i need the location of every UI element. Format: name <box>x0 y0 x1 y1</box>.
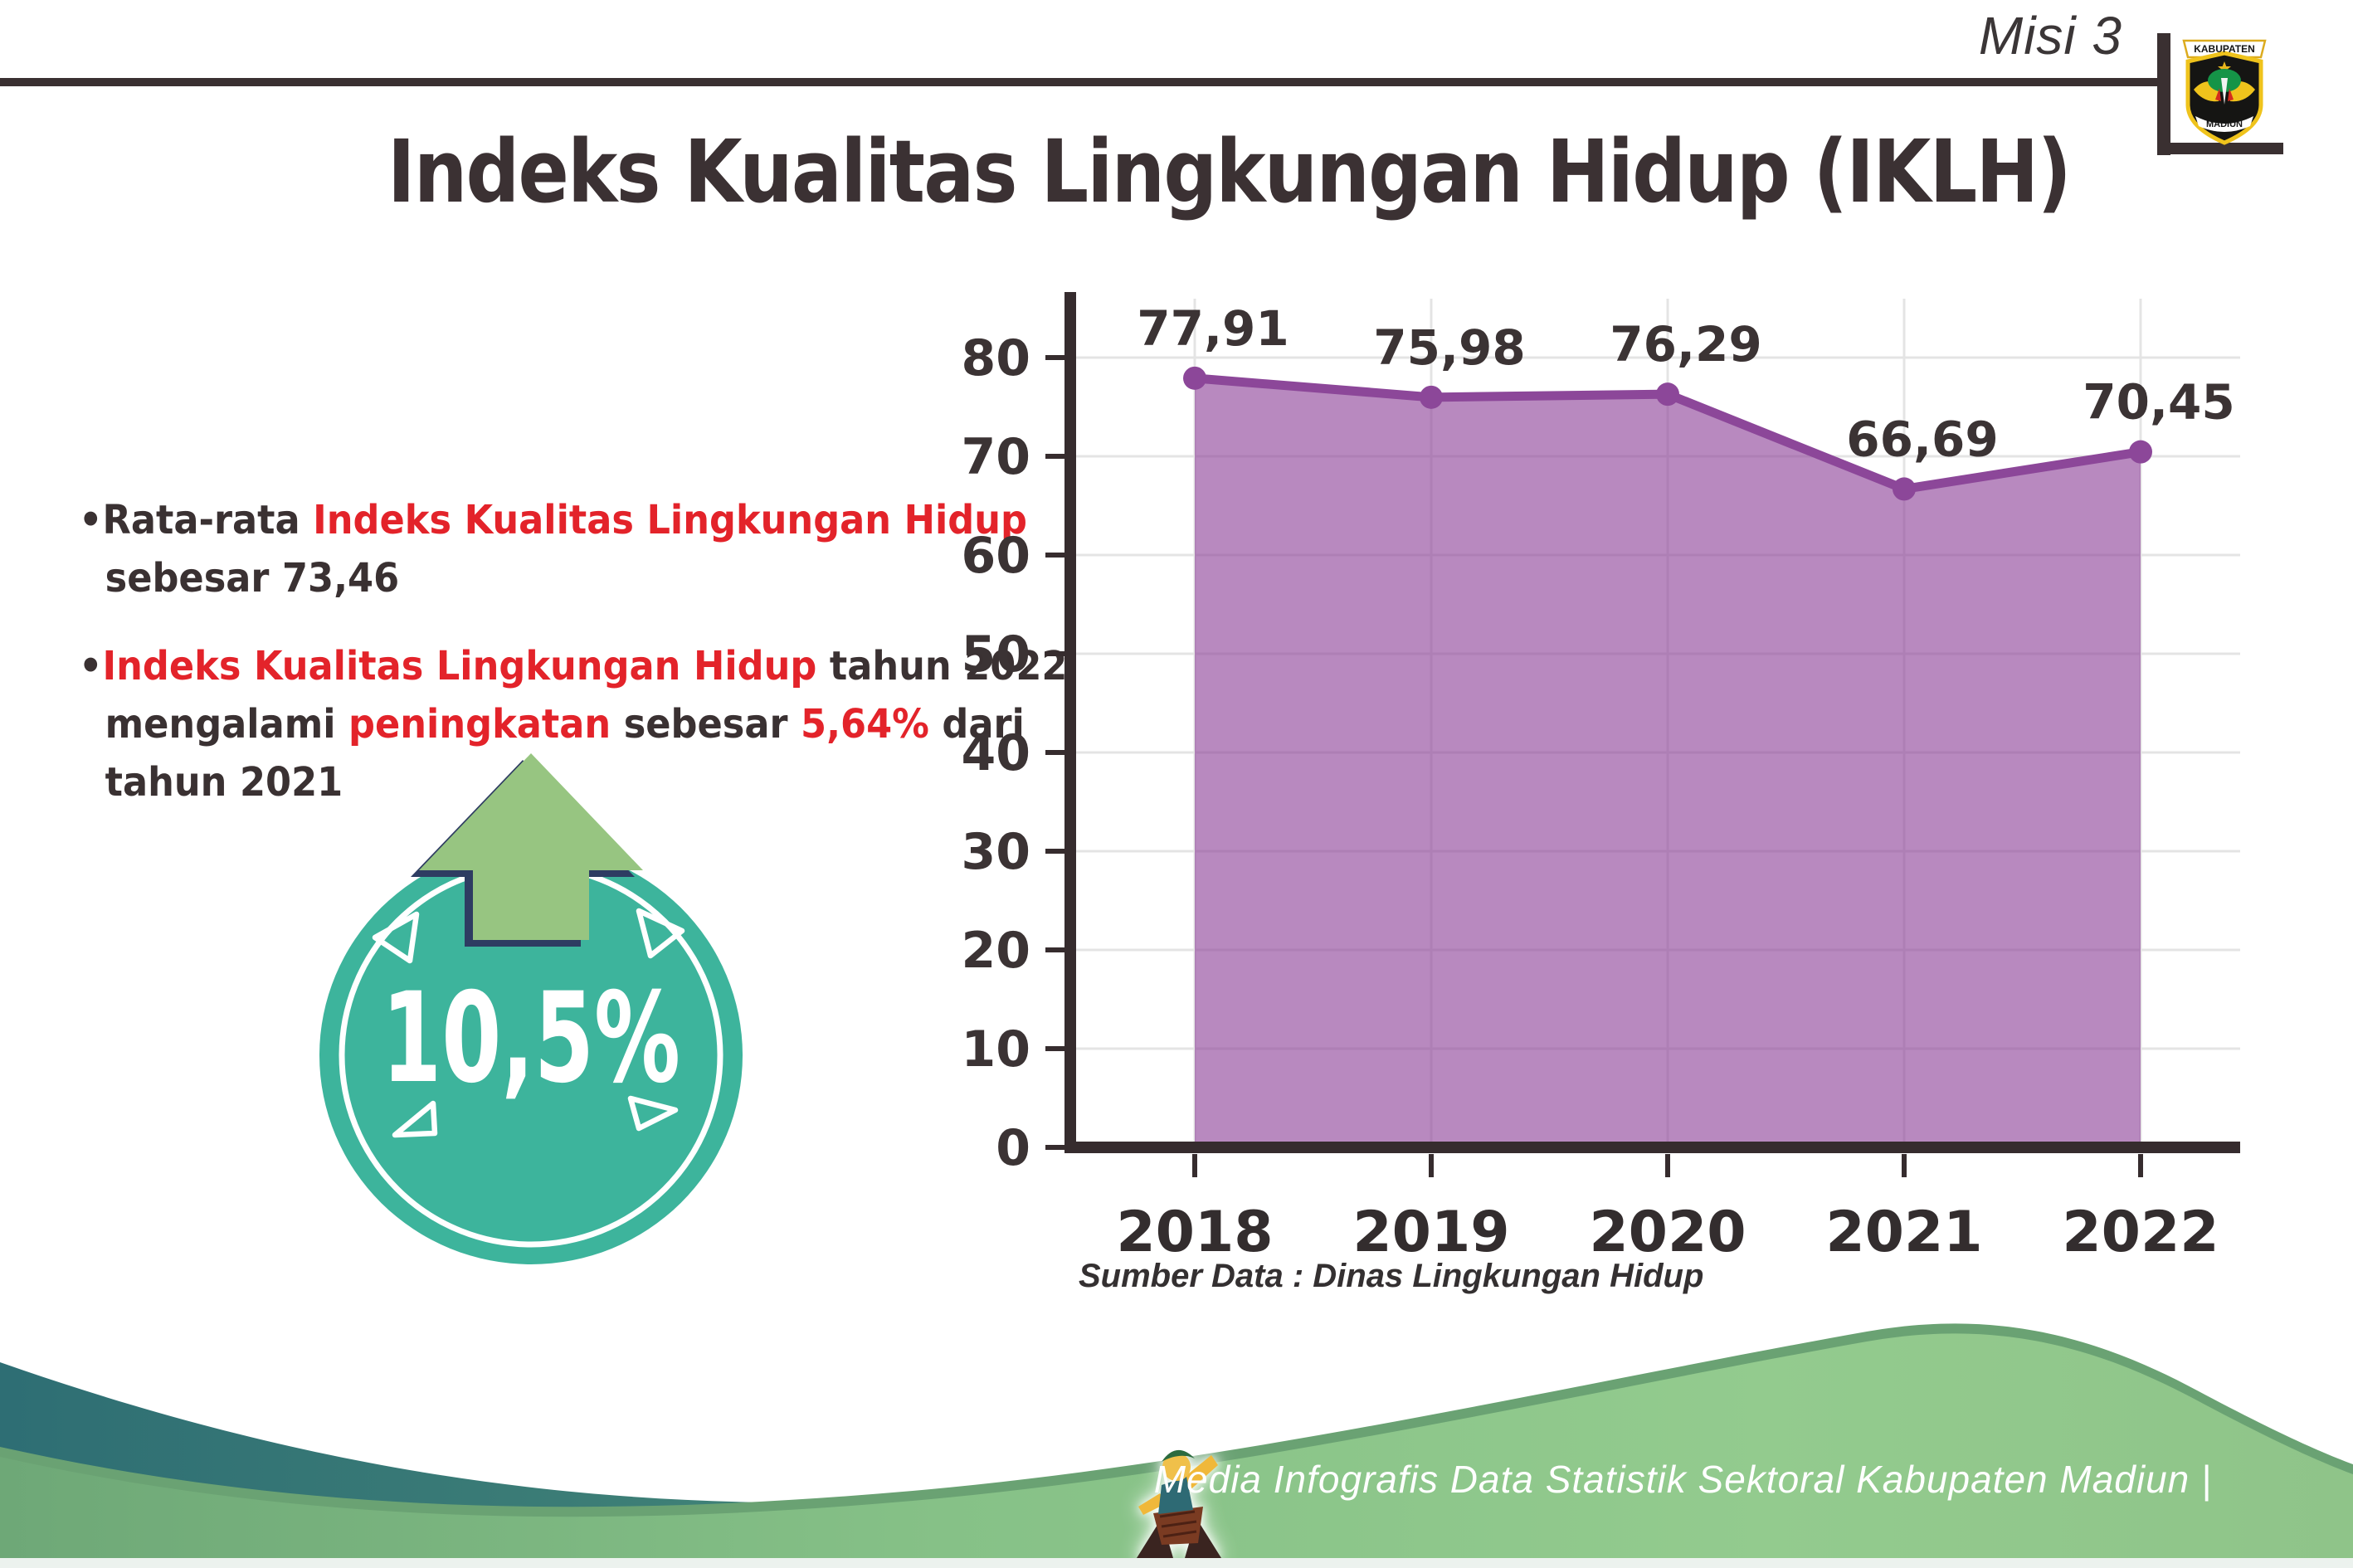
misi-label: Misi 3 <box>1978 6 2122 66</box>
bullet-line: •Rata-rata Indeks Kualitas Lingkungan Hi… <box>79 491 1044 549</box>
x-tick-label: 2019 <box>1352 1200 1509 1265</box>
header-rule <box>0 78 2170 86</box>
mascot-skirt-pattern <box>1159 1510 1197 1538</box>
bullet-text-red: Indeks Kualitas Lingkungan Hidup <box>102 643 817 689</box>
bullet-line: mengalami peningkatan sebesar 5,64% dari <box>79 695 1044 753</box>
y-tick-label: 0 <box>996 1119 1030 1177</box>
mascot-arm-left <box>1138 1493 1167 1515</box>
y-tick-label: 20 <box>962 922 1031 980</box>
y-tick-label: 50 <box>962 626 1031 684</box>
footer-credit: Media Infografis Data Statistik Sektoral… <box>1153 1458 2212 1501</box>
data-point <box>2129 440 2152 464</box>
bullet-line: •Indeks Kualitas Lingkungan Hidup tahun … <box>79 637 1067 695</box>
logo-bottom-text: MADIUN <box>2206 119 2243 129</box>
data-label: 70,45 <box>2083 374 2234 431</box>
burst-triangle <box>392 1100 438 1138</box>
chart-source-caption: Sumber Data : Dinas Lingkungan Hidup <box>1079 1258 1704 1294</box>
mascot-sash <box>1158 1477 1193 1514</box>
data-label: 77,91 <box>1137 300 1289 357</box>
bullet-line: sebesar 73,46 <box>79 549 1044 607</box>
x-tick-label: 2022 <box>2062 1200 2219 1265</box>
bullet-text: tahun 2022 <box>816 643 1068 689</box>
burst-triangle <box>627 1095 679 1132</box>
bullet-text-red: 5,64% <box>801 701 929 747</box>
badge-circle <box>319 846 743 1264</box>
increase-badge: 10,5% <box>319 753 743 1264</box>
y-tick-label: 60 <box>962 527 1031 585</box>
y-tick-label: 70 <box>962 428 1031 486</box>
bullet-text-red: Indeks Kualitas Lingkungan Hidup <box>313 497 1027 543</box>
bullet-dot: • <box>79 497 103 543</box>
bullet-text: sebesar 73,46 <box>105 555 400 601</box>
bullet-increase-2022: •Indeks Kualitas Lingkungan Hidup tahun … <box>79 637 1067 811</box>
bullet-text: Rata-rata <box>102 497 314 543</box>
burst-triangle <box>636 908 685 959</box>
x-tick-label: 2018 <box>1116 1200 1273 1265</box>
x-tick-label: 2021 <box>1825 1200 1982 1265</box>
bullet-text: tahun 2021 <box>105 759 343 806</box>
bullet-text: mengalami <box>105 701 349 747</box>
y-tick-label: 80 <box>962 329 1031 387</box>
footer-waves <box>0 1323 2353 1568</box>
kabupaten-madiun-logo: KABUPATEN MADIUN <box>2182 39 2267 145</box>
bullet-dot: • <box>79 643 103 689</box>
area-fill <box>1195 377 2141 1148</box>
mascot-head <box>1162 1453 1191 1481</box>
data-point <box>1656 382 1679 407</box>
bullet-text: dari <box>928 701 1025 747</box>
up-arrow-icon <box>419 753 643 940</box>
page-title: Indeks Kualitas Lingkungan Hidup (IKLH) <box>387 121 2072 222</box>
data-point <box>1420 385 1443 409</box>
y-tick-label: 40 <box>962 724 1031 782</box>
logo-monument-icon <box>2221 78 2228 105</box>
burst-triangle <box>372 911 420 964</box>
y-tick-label: 10 <box>962 1020 1031 1079</box>
logo-frame-horizontal <box>2157 143 2283 154</box>
data-label: 76,29 <box>1610 316 1761 373</box>
logo-banner-bottom <box>2195 116 2253 132</box>
logo-top-text: KABUPATEN <box>2194 43 2255 55</box>
bullet-text: sebesar <box>611 701 801 747</box>
x-tick-label: 2020 <box>1589 1200 1746 1265</box>
mascot-icon <box>1137 1449 1221 1558</box>
mascot-cap <box>1162 1449 1195 1462</box>
data-point <box>1183 366 1206 390</box>
iklh-area-chart: 0 10 20 30 40 50 60 70 80 2018 2019 2020 2021 2022 77,… <box>962 292 2240 1265</box>
logo-flame-right-icon <box>2228 88 2234 101</box>
logo-banner-top <box>2182 39 2267 59</box>
y-tick-label: 30 <box>962 823 1031 881</box>
logo-frame-vertical <box>2157 33 2170 155</box>
footer-wave-green <box>0 1333 2353 1568</box>
bottom-edge-strip <box>0 1558 2353 1568</box>
data-label: 75,98 <box>1373 319 1525 376</box>
bullet-line: tahun 2021 <box>79 753 1044 811</box>
data-label: 66,69 <box>1846 411 1998 467</box>
bullet-average-iklh: •Rata-rata Indeks Kualitas Lingkungan Hi… <box>79 491 1044 607</box>
bullet-text-red: peningkatan <box>348 701 611 747</box>
data-point <box>1893 477 1916 501</box>
badge-value: 10,5% <box>382 967 680 1111</box>
logo-flame-left-icon <box>2215 88 2221 101</box>
